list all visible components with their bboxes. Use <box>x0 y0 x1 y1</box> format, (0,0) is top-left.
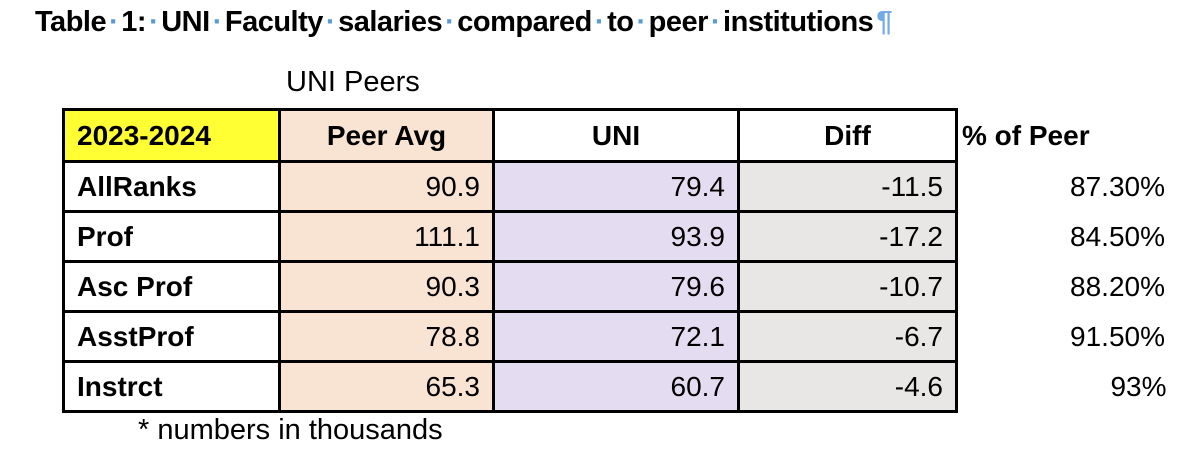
pilcrow-mark: ¶ <box>876 6 892 38</box>
table-row: Instrct 65.3 60.7 -4.6 93% <box>62 360 1167 413</box>
cell-uni: 79.6 <box>492 260 740 313</box>
table-row: AllRanks 90.9 79.4 -11.5 87.30% <box>62 160 1167 213</box>
cell-pct-of-peer: 91.50% <box>1070 320 1165 352</box>
cell-pct-of-peer: 84.50% <box>1070 220 1165 252</box>
cell-peer-avg: 78.8 <box>278 310 495 363</box>
space-mark: · <box>149 6 159 38</box>
space-mark: · <box>594 6 605 38</box>
space-mark: · <box>710 6 721 38</box>
cell-diff: -6.7 <box>737 310 958 363</box>
cell-pct-of-peer: 87.30% <box>1070 170 1165 202</box>
space-mark: · <box>325 6 336 38</box>
salary-table: 2023-2024 Peer Avg UNI Diff % of Peer Al… <box>62 108 1168 413</box>
cell-uni: 93.9 <box>492 210 740 263</box>
cell-diff: -10.7 <box>737 260 958 313</box>
cell-uni: 79.4 <box>492 160 740 213</box>
cell-pct-of-peer: 93% <box>1110 370 1167 402</box>
column-header-diff: Diff <box>737 108 958 163</box>
table-footnote: * numbers in thousands <box>138 414 443 446</box>
cell-label: AsstProf <box>62 310 281 363</box>
space-mark: · <box>212 6 223 38</box>
cell-pct-of-peer: 88.20% <box>1070 270 1165 302</box>
cell-diff: -4.6 <box>737 360 958 413</box>
space-mark: · <box>109 6 119 38</box>
table-row: Prof 111.1 93.9 -17.2 84.50% <box>62 210 1167 263</box>
column-header-peer-avg: Peer Avg <box>278 108 495 163</box>
header-row: 2023-2024 Peer Avg UNI Diff % of Peer <box>62 108 1167 163</box>
column-header-year: 2023-2024 <box>62 108 281 163</box>
table-caption: UNI Peers <box>286 66 420 98</box>
table-row: AsstProf 78.8 72.1 -6.7 91.50% <box>62 310 1167 363</box>
cell-peer-avg: 65.3 <box>278 360 495 413</box>
space-mark: · <box>636 6 646 38</box>
space-mark: · <box>445 6 455 38</box>
column-header-pct-of-peer: % of Peer <box>962 119 1090 151</box>
table-row: Asc Prof 90.3 79.6 -10.7 88.20% <box>62 260 1167 313</box>
cell-uni: 72.1 <box>492 310 740 363</box>
salary-table-body: AllRanks 90.9 79.4 -11.5 87.30% Prof 111.1 93.9… <box>62 160 1167 413</box>
column-header-uni: UNI <box>492 108 740 163</box>
cell-label: Prof <box>62 210 281 263</box>
cell-peer-avg: 90.9 <box>278 160 495 213</box>
document-title: Table · 1: · UNI · Faculty · salaries · compared · t… <box>35 6 892 39</box>
document-title-text: Table · 1: · UNI · Faculty · salaries · compared · t… <box>35 6 874 38</box>
cell-label: AllRanks <box>62 160 281 213</box>
cell-label: Asc Prof <box>62 260 281 313</box>
cell-label: Instrct <box>62 360 281 413</box>
cell-diff: -17.2 <box>737 210 958 263</box>
cell-diff: -11.5 <box>737 160 958 213</box>
cell-uni: 60.7 <box>492 360 740 413</box>
cell-peer-avg: 111.1 <box>278 210 495 263</box>
cell-peer-avg: 90.3 <box>278 260 495 313</box>
